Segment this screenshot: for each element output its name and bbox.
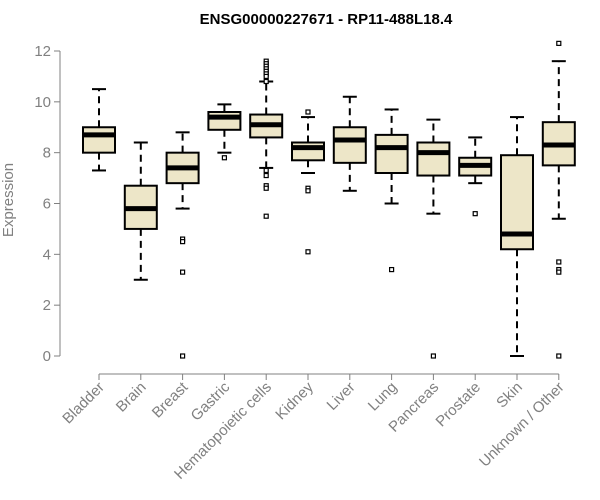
outlier-point (263, 78, 269, 85)
box-brain (123, 141, 158, 281)
box-series (82, 40, 576, 359)
outlier-point (556, 269, 562, 275)
box-breast (165, 131, 200, 359)
x-tick-label: Breast (149, 378, 192, 421)
outlier-point (556, 259, 562, 265)
outlier-point (263, 172, 269, 179)
outlier-point (556, 353, 562, 359)
y-tick-label: 8 (43, 145, 51, 162)
y-tick-label: 0 (43, 348, 51, 365)
iqr-box (416, 141, 451, 177)
outlier-point (263, 213, 269, 219)
x-tick-label: Lung (365, 379, 401, 415)
box-bladder (82, 88, 116, 172)
y-tick-label: 10 (34, 94, 51, 111)
box-prostate (458, 136, 493, 217)
outlier-point (305, 249, 311, 255)
outlier-point (389, 266, 395, 273)
outlier-point (263, 185, 269, 191)
box-pancreas (416, 118, 451, 359)
x-tick-label: Skin (493, 379, 526, 412)
x-tick-label: Brain (113, 379, 150, 416)
box-kidney (291, 109, 325, 255)
outlier-point (472, 211, 478, 217)
y-axis: 0 2 4 6 8 10 12 (34, 43, 61, 365)
y-axis-label: Expression (0, 163, 17, 237)
y-tick-label: 4 (43, 246, 51, 263)
iqr-box (82, 126, 116, 154)
box-liver (332, 95, 367, 192)
outlier-point (305, 109, 311, 115)
outlier-point (263, 73, 269, 80)
box-skin (500, 116, 534, 357)
x-tick-label: Bladder (59, 379, 108, 428)
iqr-box (374, 133, 409, 174)
chart-title: ENSG00000227671 - RP11-488L18.4 (200, 11, 453, 28)
x-tick-label: Liver (324, 379, 359, 414)
x-tick-label: Kidney (272, 378, 317, 423)
y-tick-label: 12 (34, 43, 51, 60)
box-unknown-other (541, 40, 576, 359)
box-lung (374, 108, 409, 273)
y-tick-label: 6 (43, 196, 51, 213)
x-tick-label: Prostate (432, 379, 484, 431)
outlier-point (180, 269, 186, 275)
box-hematopoietic-cells (249, 58, 284, 219)
outlier-point (305, 188, 311, 194)
outlier-point (180, 353, 186, 359)
y-tick-label: 2 (43, 297, 51, 314)
outlier-point (556, 40, 562, 46)
outlier-point (221, 155, 227, 161)
box-gastric (207, 103, 242, 161)
iqr-box (332, 126, 367, 164)
outlier-point (430, 353, 436, 359)
outlier-point (263, 167, 269, 174)
outlier-point (180, 239, 186, 245)
